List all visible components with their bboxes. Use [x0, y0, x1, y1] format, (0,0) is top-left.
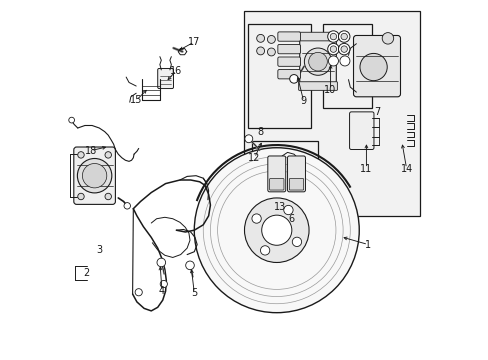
Circle shape	[308, 52, 326, 71]
FancyBboxPatch shape	[267, 156, 285, 192]
Text: 2: 2	[83, 268, 90, 278]
Circle shape	[185, 261, 194, 270]
Circle shape	[77, 158, 112, 193]
FancyBboxPatch shape	[298, 32, 337, 41]
Circle shape	[124, 203, 130, 209]
Circle shape	[328, 56, 338, 66]
Text: 17: 17	[188, 37, 200, 47]
Circle shape	[289, 75, 298, 83]
Circle shape	[267, 36, 275, 43]
Circle shape	[327, 43, 339, 55]
Circle shape	[135, 289, 142, 296]
Circle shape	[157, 258, 165, 267]
Circle shape	[244, 135, 252, 143]
Text: 16: 16	[170, 66, 182, 76]
Circle shape	[338, 43, 349, 55]
Circle shape	[329, 33, 336, 40]
Text: 4: 4	[159, 286, 165, 296]
Text: 7: 7	[373, 107, 380, 117]
FancyBboxPatch shape	[349, 112, 373, 149]
Circle shape	[105, 152, 111, 158]
Bar	[244, 12, 419, 216]
FancyBboxPatch shape	[289, 179, 303, 190]
Circle shape	[329, 46, 336, 52]
Bar	[251, 140, 317, 211]
Circle shape	[160, 280, 167, 288]
Circle shape	[82, 163, 106, 188]
FancyBboxPatch shape	[277, 32, 300, 41]
Text: 8: 8	[257, 127, 263, 136]
FancyBboxPatch shape	[277, 69, 300, 79]
Bar	[247, 24, 310, 128]
Text: 10: 10	[324, 85, 336, 95]
Circle shape	[359, 53, 386, 81]
Circle shape	[327, 31, 339, 42]
Text: 15: 15	[130, 95, 142, 105]
Text: 11: 11	[360, 163, 372, 174]
Circle shape	[340, 46, 346, 52]
Circle shape	[251, 214, 261, 223]
Circle shape	[340, 33, 346, 40]
Circle shape	[338, 31, 349, 42]
Circle shape	[304, 48, 331, 75]
Circle shape	[256, 47, 264, 55]
FancyBboxPatch shape	[287, 156, 305, 192]
FancyBboxPatch shape	[353, 36, 400, 97]
Text: 12: 12	[248, 153, 260, 163]
Circle shape	[194, 148, 359, 313]
Text: 13: 13	[274, 202, 286, 212]
Text: 1: 1	[365, 239, 370, 249]
Circle shape	[339, 56, 349, 66]
FancyBboxPatch shape	[277, 44, 300, 54]
FancyBboxPatch shape	[158, 68, 173, 89]
Circle shape	[244, 198, 308, 262]
Circle shape	[260, 246, 269, 255]
Circle shape	[292, 237, 301, 247]
Circle shape	[267, 48, 275, 56]
Circle shape	[382, 33, 393, 44]
FancyBboxPatch shape	[74, 147, 115, 204]
Text: 3: 3	[96, 245, 102, 255]
FancyBboxPatch shape	[299, 36, 336, 87]
Circle shape	[256, 35, 264, 42]
Text: 9: 9	[300, 96, 306, 106]
Circle shape	[78, 152, 84, 158]
Text: 18: 18	[85, 145, 97, 156]
Circle shape	[283, 205, 292, 215]
Text: 14: 14	[400, 163, 412, 174]
Text: 5: 5	[191, 288, 197, 298]
Circle shape	[105, 193, 111, 200]
Circle shape	[78, 193, 84, 200]
Circle shape	[69, 117, 74, 123]
Text: 6: 6	[287, 215, 294, 224]
FancyBboxPatch shape	[277, 57, 300, 66]
FancyBboxPatch shape	[269, 179, 284, 190]
FancyBboxPatch shape	[298, 82, 337, 90]
Circle shape	[261, 215, 291, 245]
Bar	[323, 24, 371, 108]
